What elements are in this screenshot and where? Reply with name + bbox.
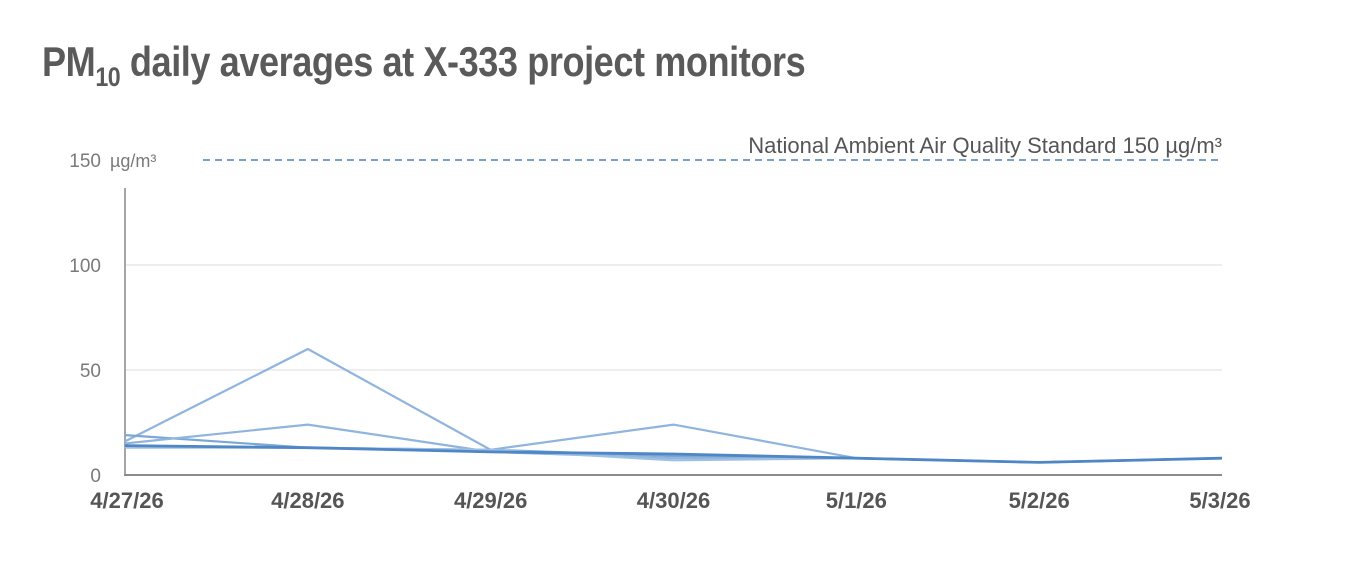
chart-title: PM10 daily averages at X-333 project mon… [42, 38, 806, 91]
x-tick-label-4: 5/1/26 [826, 488, 887, 513]
x-tick-label-1: 4/28/26 [271, 488, 344, 513]
x-tick-label-6: 5/3/26 [1189, 488, 1250, 513]
y-tick-label-50: 50 [80, 361, 101, 382]
y-tick-label-150: 150 [69, 151, 101, 172]
gridlines [125, 264, 1222, 371]
reference-line-label: National Ambient Air Quality Standard 15… [748, 133, 1222, 158]
reference-line-group: National Ambient Air Quality Standard 15… [203, 133, 1222, 161]
axes [124, 188, 1222, 476]
x-tick-label-5: 5/2/26 [1009, 488, 1070, 513]
x-tick-label-3: 4/30/26 [637, 488, 710, 513]
chart-title-rest: daily averages at X-333 project monitors [120, 38, 806, 85]
series-group [124, 347, 1223, 464]
x-tick-label-2: 4/29/26 [454, 488, 527, 513]
y-unit-label: µg/m³ [110, 151, 156, 171]
tick-labels: 0 50 100 150 µg/m³ 4/27/26 4/28/26 4/29/26 4/30/… [69, 151, 1250, 513]
x-tick-label-0: 4/27/26 [90, 488, 163, 513]
series-line-5 [124, 444, 1223, 464]
chart-title-subscript: 10 [95, 62, 121, 92]
y-tick-label-100: 100 [69, 256, 101, 277]
chart-title-main: PM [42, 38, 96, 85]
y-tick-label-0: 0 [90, 466, 101, 487]
